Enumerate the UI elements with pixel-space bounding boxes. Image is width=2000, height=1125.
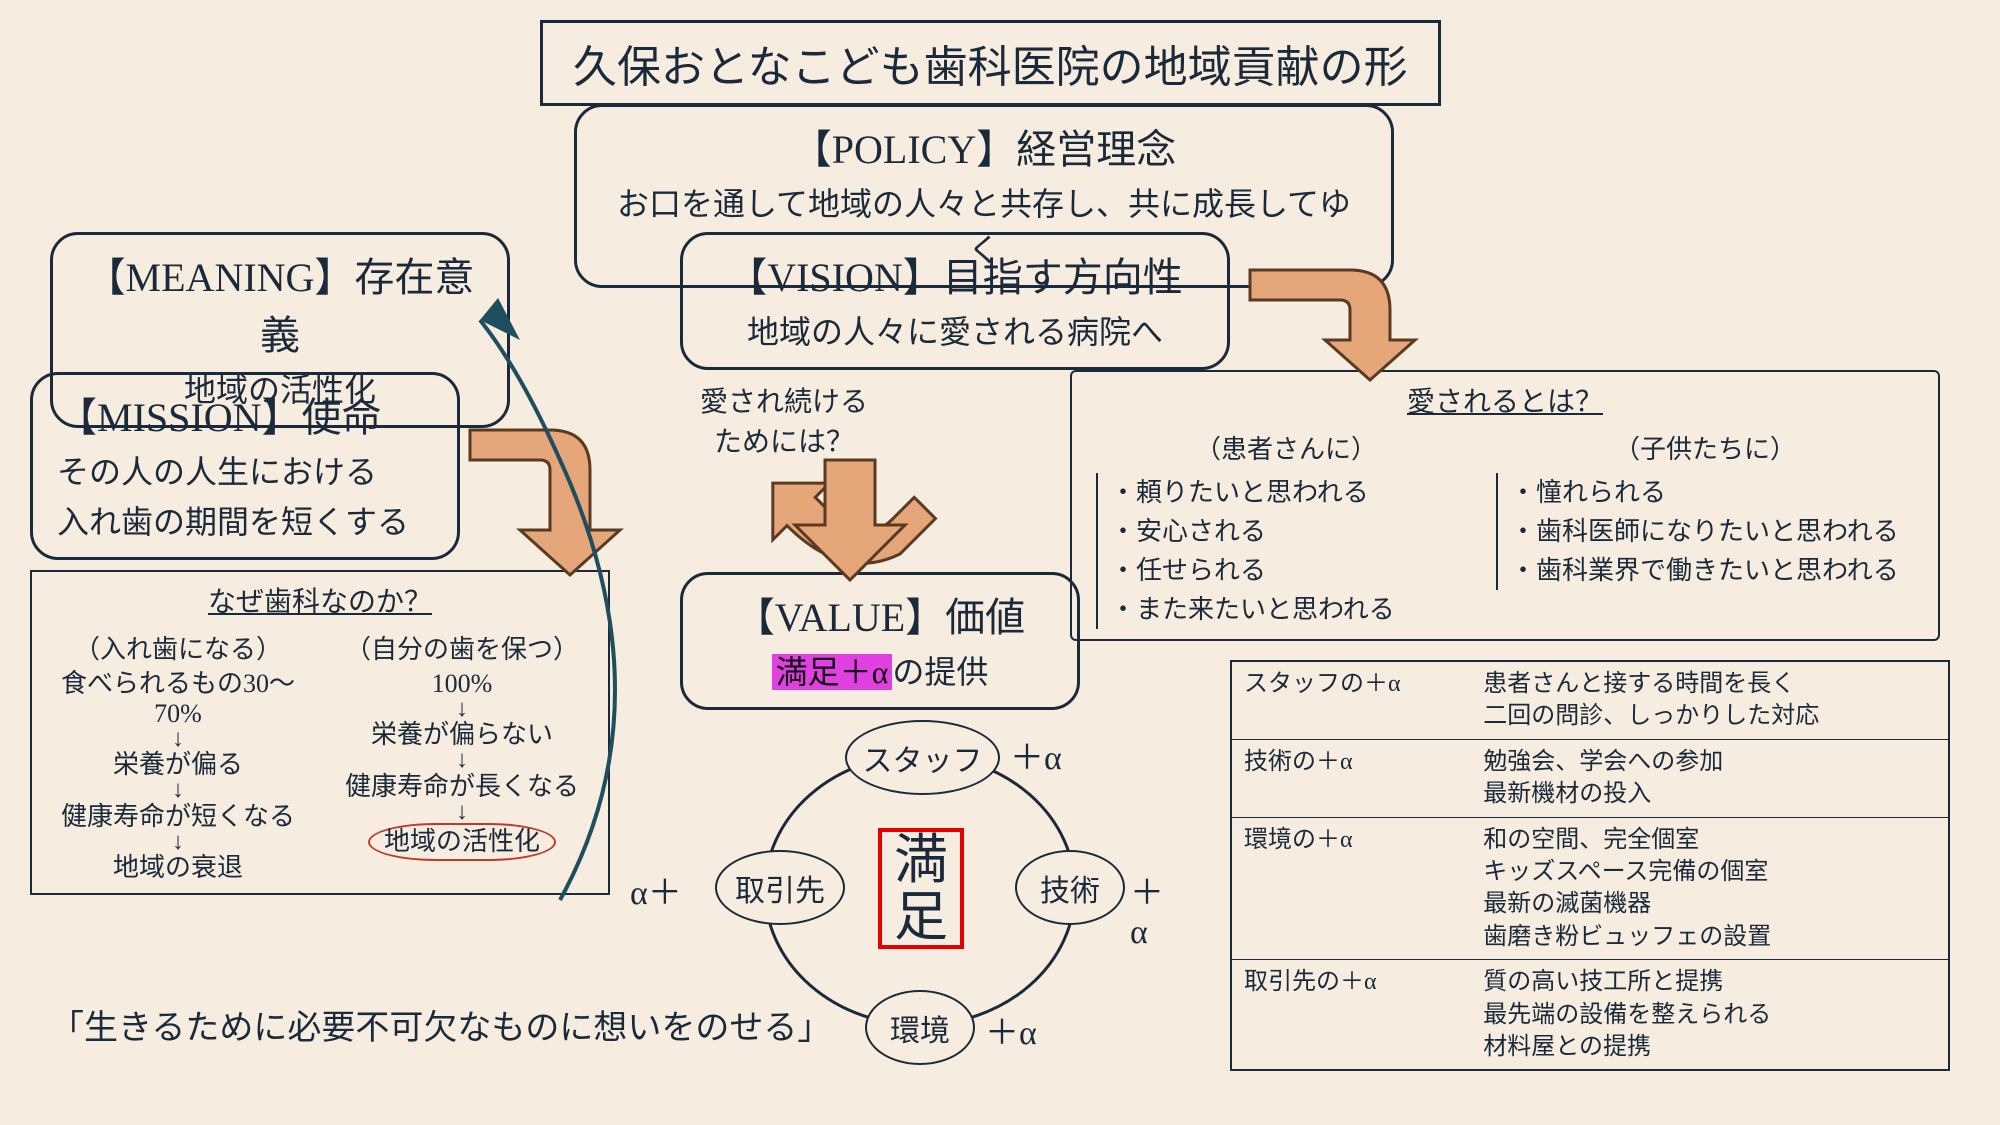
- alpha-val: 患者さんと接する時間を長く二回の問診、しっかりした対応: [1471, 661, 1949, 739]
- alpha-table: スタッフの＋α患者さんと接する時間を長く二回の問診、しっかりした対応技術の＋α勉…: [1230, 660, 1950, 1071]
- why-left-head: （入れ歯になる）: [46, 630, 310, 669]
- why-left-step: 栄養が偏る: [46, 750, 310, 780]
- loved-box: 愛されるとは？ （患者さんに） ・頼りたいと思われる・安心される・任せられる・ま…: [1070, 370, 1940, 641]
- value-highlight: 満足＋α: [772, 654, 893, 690]
- loved-left-head: （患者さんに）: [1096, 430, 1476, 469]
- value-body: 満足＋αの提供: [707, 647, 1053, 693]
- why-left-step: 地域の衰退: [46, 853, 310, 883]
- vision-heading: 【VISION】目指す方向性: [707, 245, 1203, 303]
- alpha-row: 環境の＋α和の空間、完全個室キッズスペース完備の個室最新の滅菌機器歯磨き粉ビュッ…: [1231, 817, 1949, 960]
- bubble-bottom: 環境: [865, 990, 975, 1065]
- alpha-top: ＋α: [1010, 730, 1062, 779]
- loved-right-head: （子供たちに）: [1496, 430, 1914, 469]
- alpha-bottom: ＋α: [985, 1005, 1037, 1054]
- why-left-step: 健康寿命が短くなる: [46, 802, 310, 832]
- loved-right-item: ・憧れられる: [1496, 473, 1914, 512]
- why-left-step: ↓: [46, 832, 310, 854]
- alpha-val: 勉強会、学会への参加最新機材の投入: [1471, 739, 1949, 817]
- alpha-row: スタッフの＋α患者さんと接する時間を長く二回の問診、しっかりした対応: [1231, 661, 1949, 739]
- loved-left-item: ・任せられる: [1096, 551, 1476, 590]
- loved-right-list: ・憧れられる・歯科医師になりたいと思われる・歯科業界で働きたいと思われる: [1496, 473, 1914, 590]
- vision-box: 【VISION】目指す方向性 地域の人々に愛される病院へ: [680, 232, 1230, 370]
- bubble-center: 満足: [878, 828, 964, 949]
- alpha-key: 技術の＋α: [1231, 739, 1471, 817]
- value-box: 【VALUE】価値 満足＋αの提供: [680, 572, 1080, 710]
- alpha-val: 質の高い技工所と提携最先端の設備を整えられる材料屋との提携: [1471, 960, 1949, 1071]
- arrow-vision-right-icon: [1240, 250, 1420, 390]
- mission-box: 【MISSION】使命 その人の人生における 入れ歯の期間を短くする: [30, 372, 460, 560]
- alpha-key: 環境の＋α: [1231, 817, 1471, 960]
- mission-body2: 入れ歯の期間を短くする: [57, 497, 433, 543]
- why-left-step: ↓: [46, 780, 310, 802]
- value-heading: 【VALUE】価値: [707, 585, 1053, 643]
- arrow-teal-up-icon: [440, 280, 700, 920]
- loved-left-item: ・頼りたいと思われる: [1096, 473, 1476, 512]
- arrow-to-value-icon: [790, 455, 910, 585]
- bubble-left: 取引先: [715, 850, 845, 925]
- alpha-key: 取引先の＋α: [1231, 960, 1471, 1071]
- mission-body1: その人の人生における: [57, 447, 433, 493]
- bubble-top: スタッフ: [845, 720, 1000, 795]
- loved-left-list: ・頼りたいと思われる・安心される・任せられる・また来たいと思われる: [1096, 473, 1476, 629]
- alpha-val: 和の空間、完全個室キッズスペース完備の個室最新の滅菌機器歯磨き粉ビュッフェの設置: [1471, 817, 1949, 960]
- alpha-row: 取引先の＋α質の高い技工所と提携最先端の設備を整えられる材料屋との提携: [1231, 960, 1949, 1071]
- vision-body: 地域の人々に愛される病院へ: [707, 307, 1203, 353]
- alpha-right: ＋α: [1130, 865, 1180, 952]
- loved-left-item: ・また来たいと思われる: [1096, 590, 1476, 629]
- bubble-right: 技術: [1015, 850, 1125, 925]
- loved-left-item: ・安心される: [1096, 512, 1476, 551]
- loved-right-item: ・歯科業界で働きたいと思われる: [1496, 551, 1914, 590]
- alpha-key: スタッフの＋α: [1231, 661, 1471, 739]
- mission-heading: 【MISSION】使命: [57, 385, 433, 443]
- why-left-step: 食べられるもの30～70%: [46, 669, 310, 729]
- loved-title: 愛されるとは？: [1086, 382, 1924, 424]
- meaning-heading: 【MEANING】存在意義: [77, 245, 483, 361]
- loved-right-item: ・歯科医師になりたいと思われる: [1496, 512, 1914, 551]
- alpha-row: 技術の＋α勉強会、学会への参加最新機材の投入: [1231, 739, 1949, 817]
- bubble-diagram: 満足 スタッフ 技術 環境 取引先 ＋α ＋α ＋α α＋: [660, 700, 1180, 1080]
- page-title: 久保おとなこども歯科医院の地域貢献の形: [540, 20, 1441, 106]
- why-left-step: ↓: [46, 729, 310, 751]
- policy-heading: 【POLICY】経営理念: [601, 117, 1367, 175]
